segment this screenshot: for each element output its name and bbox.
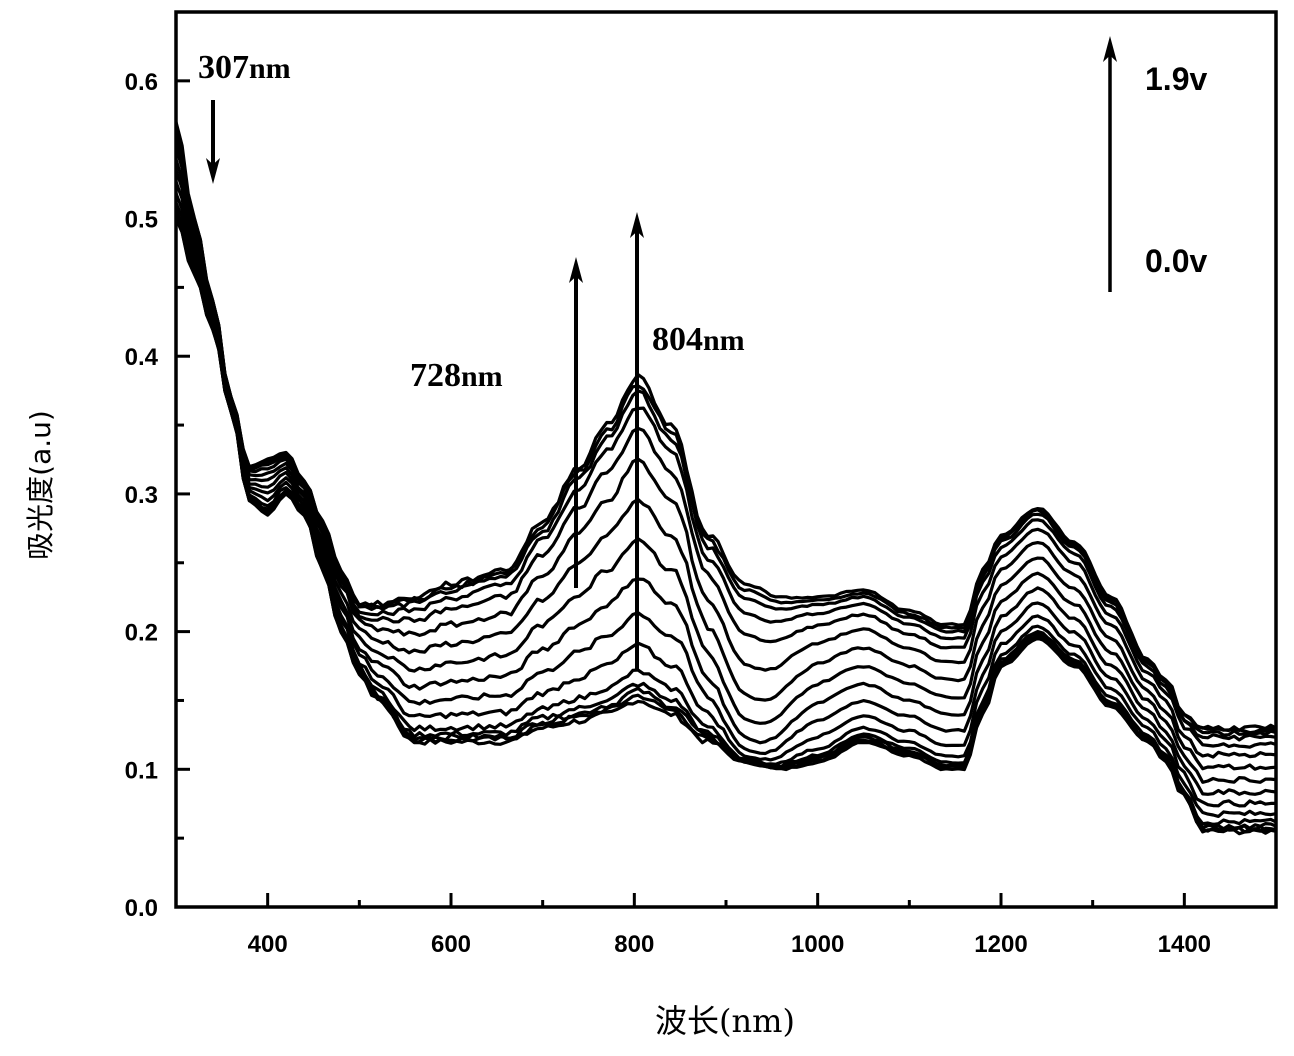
spectrum-line-0: [174, 217, 1277, 836]
y-tick-label: 0.2: [125, 620, 158, 647]
arrow-728nm-head: [569, 257, 583, 283]
x-tick-label: 600: [431, 931, 471, 958]
spectral-curves: [174, 121, 1277, 836]
spectrum-line-14: [174, 124, 1277, 735]
spectrum-line-9: [174, 158, 1277, 771]
spectrum-line-3: [174, 212, 1277, 831]
y-axis-title: 吸光度(a.u): [24, 410, 57, 560]
y-tick-label: 0.1: [125, 757, 158, 784]
spectrum-line-10: [174, 146, 1277, 759]
x-axis-title: 波长(nm): [655, 1002, 795, 1040]
y-tick-label: 0.0: [125, 895, 158, 922]
y-tick-label: 0.6: [125, 69, 158, 96]
spectrum-line-4: [174, 209, 1277, 826]
spectrum-line-8: [174, 169, 1277, 784]
annotation-307nm: 307nm: [198, 49, 291, 86]
y-tick-label: 0.4: [125, 344, 159, 371]
annotation-307-number: 307nm: [198, 49, 291, 86]
spectrum-line-7: [174, 181, 1277, 796]
spectrum-line-6: [174, 192, 1276, 808]
y-tick-label: 0.3: [125, 482, 158, 509]
spectrum-line-1: [174, 217, 1277, 834]
ticks: 400 600 800 1000 1200 1400 0.0 0.1 0.2 0.3 0.4 0.5 0…: [125, 69, 1211, 958]
annotation-804nm: 804nm: [652, 321, 745, 358]
annotation-arrows: [206, 36, 1117, 670]
spectrum-line-11: [174, 136, 1277, 749]
voltage-label-bottom: 0.0v: [1145, 243, 1207, 279]
x-tick-label: 1400: [1158, 931, 1211, 958]
spectrum-line-2: [174, 215, 1277, 833]
spectrum-line-12: [174, 131, 1277, 742]
x-tick-label: 1000: [791, 931, 844, 958]
annotation-804-number: 804nm: [652, 321, 745, 358]
x-tick-label: 800: [614, 931, 654, 958]
y-tick-label: 0.5: [125, 207, 158, 234]
arrow-804nm-head: [630, 212, 644, 238]
x-tick-label: 1200: [974, 931, 1027, 958]
x-tick-label: 400: [248, 931, 288, 958]
voltage-label-top: 1.9v: [1145, 61, 1207, 97]
arrow-307nm-head: [206, 158, 220, 184]
spectrum-line-5: [174, 202, 1277, 818]
spectrum-line-15: [174, 121, 1277, 733]
arrow-voltage-head: [1103, 36, 1117, 62]
annotation-728-number: 728nm: [410, 357, 503, 394]
annotation-728nm: 728nm: [410, 357, 503, 394]
